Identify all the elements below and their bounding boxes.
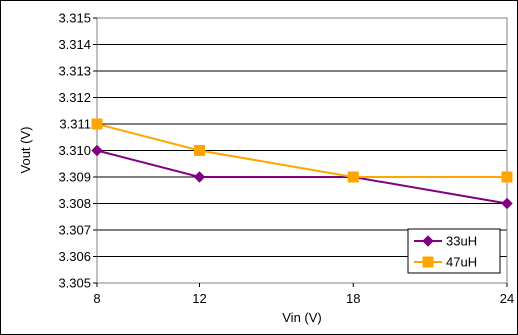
series-line [96, 123, 507, 178]
data-point [347, 171, 359, 183]
legend-label: 47uH [446, 255, 477, 270]
series-line [96, 149, 508, 205]
x-tick-label: 12 [192, 291, 206, 306]
series-group [91, 118, 513, 210]
x-axis-ticks: 8 12 18 24 [93, 283, 514, 306]
data-point [91, 144, 103, 157]
y-axis-label: Vout (V) [18, 127, 33, 174]
y-tick-label: 3.307 [58, 223, 91, 238]
data-point [501, 171, 513, 183]
x-tick-label: 8 [93, 291, 100, 306]
data-point [501, 197, 513, 210]
y-axis-ticks: 3.305 3.306 3.307 3.308 3.309 3.310 3.311 3.312… [58, 11, 97, 291]
legend-item: 33uH [414, 234, 477, 249]
data-point [91, 118, 103, 130]
y-tick-label: 3.312 [58, 90, 91, 105]
legend-swatch-marker [422, 235, 434, 247]
legend: 33uH 47uH [407, 228, 501, 274]
data-point [194, 145, 205, 156]
y-tick-label: 3.306 [58, 249, 91, 264]
x-tick-label: 18 [346, 291, 360, 306]
y-tick-label: 3.315 [58, 11, 91, 26]
legend-label: 33uH [446, 234, 477, 249]
x-tick-label: 24 [500, 291, 514, 306]
series-47uH [91, 118, 513, 183]
legend-item: 47uH [414, 255, 477, 270]
x-axis-label: Vin (V) [282, 310, 322, 325]
y-tick-label: 3.314 [58, 37, 91, 52]
y-tick-label: 3.308 [58, 196, 91, 211]
y-tick-label: 3.313 [58, 64, 91, 79]
data-point [193, 171, 206, 183]
y-tick-label: 3.305 [58, 276, 91, 291]
y-tick-label: 3.311 [59, 117, 91, 132]
legend-swatch-marker [422, 256, 434, 268]
y-tick-label: 3.309 [58, 170, 91, 185]
y-tick-label: 3.310 [58, 143, 91, 158]
